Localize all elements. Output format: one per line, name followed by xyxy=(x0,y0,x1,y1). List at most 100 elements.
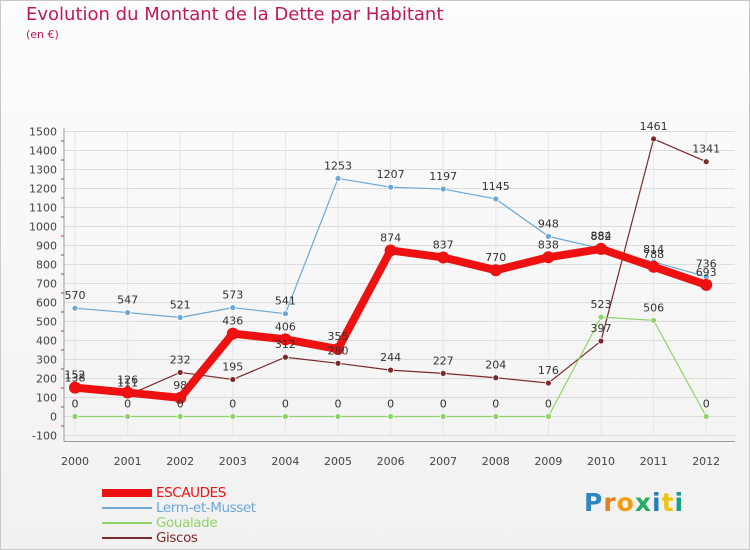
x-axis-ticks: 2000 2001 2002 2003 2004 2005 2006 2007 2008 2009… xyxy=(61,455,720,468)
data-point-escaudes xyxy=(542,251,555,264)
data-point-goualade xyxy=(334,413,342,420)
data-point-escaudes xyxy=(121,386,134,399)
data-label-lerm-et-musset: 541 xyxy=(275,295,296,308)
data-label-goualade: 0 xyxy=(229,398,236,411)
data-label-lerm-et-musset: 736 xyxy=(696,258,717,271)
x-tick-label: 2006 xyxy=(377,455,405,468)
logo-letter: P xyxy=(584,488,604,517)
data-point-goualade xyxy=(71,413,79,420)
data-point-lerm-et-musset xyxy=(71,304,79,312)
data-point-giscos xyxy=(334,359,342,367)
data-label-goualade: 0 xyxy=(124,398,131,411)
data-label-escaudes: 126 xyxy=(117,374,138,387)
x-tick-label: 2012 xyxy=(692,455,720,468)
y-tick-label: 500 xyxy=(36,316,57,329)
x-tick-label: 2002 xyxy=(166,455,194,468)
y-axis-ticks: -100 0 100 200 300 400 500 600 700 800 900 1000 1100… xyxy=(29,126,57,443)
data-label-giscos: 1461 xyxy=(640,120,668,133)
data-point-goualade xyxy=(281,413,289,420)
y-tick-label: 900 xyxy=(36,240,57,253)
data-point-lerm-et-musset xyxy=(281,310,289,318)
data-label-lerm-et-musset: 570 xyxy=(65,289,86,302)
data-label-giscos: 397 xyxy=(591,322,612,335)
data-point-lerm-et-musset xyxy=(334,175,342,182)
y-tick-label: 1400 xyxy=(29,145,57,158)
data-label-escaudes: 837 xyxy=(433,238,454,251)
y-tick-label: -100 xyxy=(32,430,57,443)
data-label-lerm-et-musset: 814 xyxy=(643,243,664,256)
data-point-giscos xyxy=(702,158,710,166)
data-label-goualade: 0 xyxy=(335,398,342,411)
legend-swatch-escaudes xyxy=(102,489,152,497)
data-label-giscos: 1341 xyxy=(692,143,720,156)
data-point-goualade xyxy=(439,413,447,420)
data-label-goualade: 0 xyxy=(440,398,447,411)
data-label-giscos: 232 xyxy=(170,353,191,366)
data-point-giscos xyxy=(439,369,447,377)
data-point-goualade xyxy=(702,413,710,420)
data-point-goualade xyxy=(387,413,395,420)
data-label-lerm-et-musset: 547 xyxy=(117,294,138,307)
legend-label-goualade: Goualade xyxy=(156,515,218,531)
legend-swatch-giscos xyxy=(102,537,152,539)
data-label-goualade: 0 xyxy=(387,398,394,411)
data-label-giscos: 204 xyxy=(485,359,506,372)
data-label-giscos: 111 xyxy=(117,376,138,389)
data-label-goualade: 0 xyxy=(282,398,289,411)
data-label-goualade: 0 xyxy=(177,398,184,411)
logo-letter: x xyxy=(634,488,652,517)
logo-letter: t xyxy=(661,488,675,517)
axes xyxy=(61,127,735,442)
data-label-giscos: 176 xyxy=(538,364,559,377)
data-label-lerm-et-musset: 521 xyxy=(170,299,191,312)
data-point-escaudes xyxy=(174,391,187,404)
data-point-giscos xyxy=(387,366,395,374)
data-label-escaudes: 788 xyxy=(643,248,664,261)
data-point-escaudes xyxy=(437,251,450,264)
data-point-goualade xyxy=(545,413,552,420)
data-label-escaudes: 838 xyxy=(538,238,559,251)
data-label-giscos: 195 xyxy=(222,360,243,373)
data-point-escaudes xyxy=(226,327,239,340)
data-label-goualade: 0 xyxy=(72,398,79,411)
data-label-lerm-et-musset: 1207 xyxy=(377,168,405,181)
data-point-lerm-et-musset xyxy=(545,232,552,240)
data-label-lerm-et-musset: 1145 xyxy=(482,180,510,193)
legend-label-escaudes: ESCAUDES xyxy=(156,485,226,501)
y-tick-label: 100 xyxy=(36,392,57,405)
x-tick-label: 2001 xyxy=(114,455,142,468)
data-label-giscos: 280 xyxy=(328,344,349,357)
chart-title: Evolution du Montant de la Dette par Hab… xyxy=(26,4,444,25)
y-tick-label: 1200 xyxy=(29,183,57,196)
y-tick-label: 1500 xyxy=(29,126,57,139)
y-tick-label: 1000 xyxy=(29,221,57,234)
data-point-goualade xyxy=(124,413,131,420)
data-label-goualade: 523 xyxy=(591,298,612,311)
y-tick-label: 300 xyxy=(36,354,57,367)
data-point-goualade xyxy=(597,313,605,321)
logo-letter: r xyxy=(603,488,617,517)
y-tick-label: 200 xyxy=(36,373,57,386)
data-label-escaudes: 355 xyxy=(328,330,349,343)
data-label-escaudes: 152 xyxy=(65,369,86,382)
data-label-giscos: 244 xyxy=(380,351,401,364)
data-label-giscos: 227 xyxy=(433,354,454,367)
y-tick-label: 1300 xyxy=(29,164,57,177)
legend-label-giscos: Giscos xyxy=(156,530,198,546)
logo-letter: i xyxy=(674,488,685,517)
data-label-escaudes: 693 xyxy=(696,266,717,279)
data-point-escaudes xyxy=(69,381,81,394)
x-tick-label: 2010 xyxy=(587,455,615,468)
data-point-escaudes xyxy=(647,260,660,273)
y-tick-label: 600 xyxy=(36,297,57,310)
chart-subtitle: (en €) xyxy=(26,28,59,41)
x-tick-label: 2009 xyxy=(534,455,562,468)
data-label-goualade: 0 xyxy=(545,398,552,411)
data-labels: 152 126 98 436 406 355 874 837 770 838 882 788 693 57… xyxy=(65,120,721,411)
data-point-giscos xyxy=(492,374,500,382)
data-point-goualade xyxy=(650,316,657,324)
data-label-escaudes: 770 xyxy=(485,251,506,264)
x-tick-label: 2007 xyxy=(429,455,457,468)
data-label-escaudes: 436 xyxy=(222,315,243,328)
data-point-escaudes xyxy=(384,244,397,257)
